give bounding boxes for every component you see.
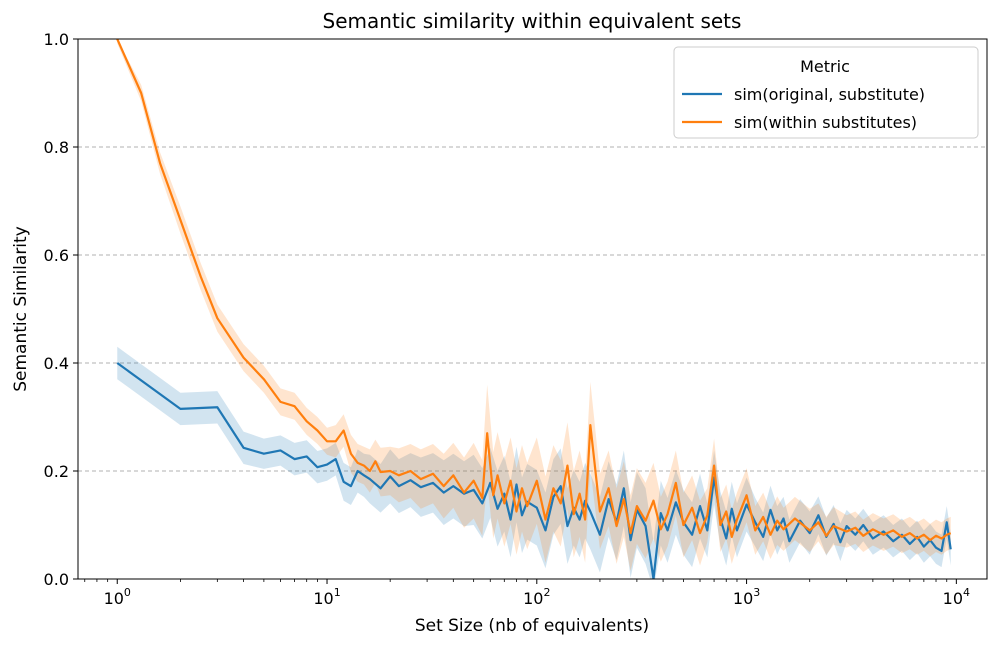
y-tick-label-4: 0.8	[44, 138, 69, 157]
y-tick-label-5: 1.0	[44, 30, 69, 49]
series-1-line	[116, 39, 952, 542]
legend-label-within-substitutes: sim(within substitutes)	[734, 113, 917, 132]
legend: Metric sim(original, substitute) sim(wit…	[673, 46, 979, 139]
x-axis-label: Set Size (nb of equivalents)	[415, 616, 649, 636]
series-lines	[116, 39, 952, 579]
x-tick-label-4: 104	[943, 586, 970, 608]
series-1-band	[117, 39, 951, 571]
x-axis-ticks: 100 101 102 103 104	[84, 579, 970, 608]
y-tick-label-3: 0.6	[44, 246, 69, 265]
legend-label-original-substitute: sim(original, substitute)	[734, 85, 925, 104]
y-tick-label-0: 0.0	[44, 570, 69, 589]
plot-area	[77, 38, 988, 580]
y-tick-label-1: 0.2	[44, 462, 69, 481]
y-tick-label-2: 0.4	[44, 354, 69, 373]
grid	[78, 146, 987, 472]
y-axis-label: Semantic Similarity	[11, 226, 31, 392]
x-tick-label-2: 102	[523, 586, 550, 608]
x-tick-label-1: 101	[313, 586, 340, 608]
legend-box	[673, 46, 979, 139]
x-tick-label-0: 100	[104, 586, 131, 608]
y-axis-ticks: 0.0 0.2 0.4 0.6 0.8 1.0	[44, 30, 78, 589]
confidence-bands	[117, 39, 951, 579]
series-0-band	[117, 346, 951, 579]
x-tick-label-3: 103	[733, 586, 760, 608]
legend-title: Metric	[800, 57, 850, 76]
chart-title: Semantic similarity within equivalent se…	[323, 9, 742, 33]
